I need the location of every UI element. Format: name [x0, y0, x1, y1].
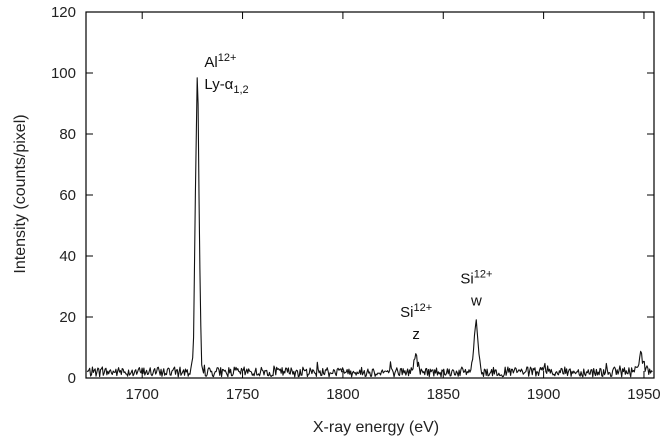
x-tick-label: 1950 — [627, 386, 660, 403]
x-axis-title: X-ray energy (eV) — [313, 419, 439, 436]
spectrum-trace-layer — [86, 77, 653, 378]
axis-ticks: 1700 1750 1800 1850 1900 1950 0 20 40 60 80 100 120 — [51, 4, 661, 403]
annotation-line-label: Ly-α1,2 — [204, 76, 248, 96]
annotation-line-label: w — [470, 292, 482, 309]
y-tick-label: 120 — [51, 4, 76, 21]
annotation-al: Al12+ Ly-α1,2 — [204, 52, 248, 96]
y-axis-title: Intensity (counts/pixel) — [12, 114, 29, 273]
y-tick-label: 0 — [68, 370, 76, 387]
annotation-ion-label: Si12+ — [460, 268, 492, 287]
y-tick-label: 60 — [59, 187, 76, 204]
x-tick-label: 1800 — [326, 386, 359, 403]
y-tick-label: 20 — [59, 309, 76, 326]
annotation-siz: Si12+ z — [400, 302, 432, 343]
peak-annotations: Al12+ Ly-α1,2 Si12+ z Si12+ w — [204, 52, 492, 343]
annotation-siw: Si12+ w — [460, 268, 492, 309]
plot-frame — [85, 11, 655, 379]
annotation-ion-label: Si12+ — [400, 302, 432, 321]
spectrum-series-line — [86, 77, 653, 378]
x-tick-label: 1850 — [427, 386, 460, 403]
y-tick-label: 100 — [51, 65, 76, 82]
x-tick-label: 1700 — [126, 386, 159, 403]
y-tick-label: 80 — [59, 126, 76, 143]
y-tick-label: 40 — [59, 248, 76, 265]
annotation-ion-label: Al12+ — [204, 52, 236, 71]
x-tick-label: 1750 — [226, 386, 259, 403]
x-tick-label: 1900 — [527, 386, 560, 403]
annotation-line-label: z — [412, 326, 420, 343]
